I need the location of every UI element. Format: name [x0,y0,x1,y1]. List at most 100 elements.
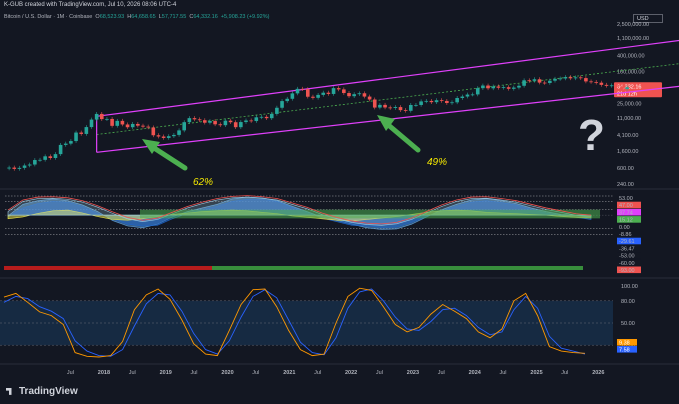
candle-body [491,86,495,89]
candle-body [429,100,434,103]
candle-body [594,81,598,83]
candle-body [548,80,552,83]
candle-body [342,89,346,94]
candle-body [218,124,223,126]
candle-body [604,84,609,86]
candle-body [295,88,300,94]
osc-tick-tag [617,201,641,209]
last-price-tag [614,82,662,98]
chart-attribution: K-GUB created with TradingView.com, Jul … [4,2,177,8]
price-tick-label: 2,500,000.00 [617,22,649,28]
arrow-62-icon [142,139,188,171]
osc-tick-tag [617,216,641,223]
candle-body [22,165,27,168]
candle-body [38,159,42,161]
tradingview-logo-icon [6,387,12,395]
time-tick-label: 2023 [407,370,419,376]
candle-body [223,120,228,126]
symbol-name: Bitcoin / U.S. Dollar · 1M · Coinbase [4,14,93,20]
candle-body [388,107,392,109]
candle-body [409,104,413,111]
osc-tick-label: 0.00 [619,225,630,231]
candle-body [43,156,47,160]
candle-body [161,136,166,138]
channel-mid-line[interactable] [96,63,679,135]
candle-body [537,79,542,83]
candle-body [192,118,197,120]
candle-body [130,123,135,128]
time-axis[interactable]: Jul 2018 Jul 2019 Jul 2020 Jul 2021 Jul 2022 Jul 20… [67,370,605,376]
candle-body [362,93,367,97]
osc-tick-tag [617,230,641,238]
candle-body [306,89,310,97]
time-tick-label: Jul [500,370,507,376]
arrow-49-icon [377,115,421,153]
candle-body [280,101,284,108]
price-axis[interactable]: 2,500,000.00 1,100,000.00 400,000.00 160,00… [614,22,662,188]
channel-upper-line[interactable] [96,39,679,117]
candle-body [589,81,593,83]
candle-body [372,99,377,108]
candle-body [187,118,192,123]
stoch-k-line [3,287,586,358]
candle-body [105,118,109,120]
price-tick-label: 160,000.00 [617,70,645,76]
time-tick-label: 2024 [469,370,482,376]
price-tick-label: 1,100,000.00 [617,36,649,42]
annotation-49: 49% [427,157,447,168]
candle-body [249,120,253,122]
price-tick-label: 400,000.00 [617,54,645,60]
tradingview-logo[interactable]: TradingView [6,386,78,397]
time-tick-label: 2025 [530,370,542,376]
time-tick-label: Jul [67,370,74,376]
candle-body [568,77,573,79]
candle-body [336,88,341,90]
osc-tick-tag [617,259,641,266]
legend-close: 64,332.16 [193,14,218,20]
price-tick-label: 600.00 [617,166,634,172]
candle-body [58,144,63,155]
candle-body [625,87,629,89]
candle-body [151,127,156,136]
candle-body [63,143,68,145]
candle-body [311,96,315,98]
osc-tick-tag [617,208,641,216]
legend-low: 57,717.55 [161,14,187,20]
osc-tick-label: -53.00 [619,254,635,260]
candle-body [89,119,94,128]
candle-body [450,102,454,104]
osc-tick-label: -60.00 [619,261,635,267]
candle-body [578,77,583,79]
candle-body [172,134,176,137]
candle-body [285,98,289,102]
candle-body [517,85,521,88]
candle-body [398,107,403,111]
candle-body [156,135,161,137]
candle-body [208,121,212,123]
question-mark: ? [578,111,605,160]
candle-body [470,94,475,96]
osc-tick-tag [617,252,641,259]
stoch-tick-label: 80.00 [621,299,635,305]
legend-close-label: C [189,14,194,20]
candle-body [197,119,202,121]
osc-tick-tag [617,237,641,245]
time-tick-label: Jul [252,370,259,376]
candle-body [553,78,557,81]
candle-body [177,130,181,135]
osc-tick-label: 47.00 [619,203,633,209]
symbol-legend[interactable]: Bitcoin / U.S. Dollar · 1M · Coinbase O6… [4,14,269,20]
candle-body [465,94,470,97]
candle-body [125,124,130,128]
candle-body [599,82,604,85]
time-tick-label: Jul [561,370,568,376]
candle-body [290,93,295,99]
candle-body [542,82,547,84]
time-tick-label: Jul [191,370,198,376]
brand-name: TradingView [19,386,78,397]
currency-button[interactable]: USD [633,14,663,23]
candle-body [367,96,372,100]
